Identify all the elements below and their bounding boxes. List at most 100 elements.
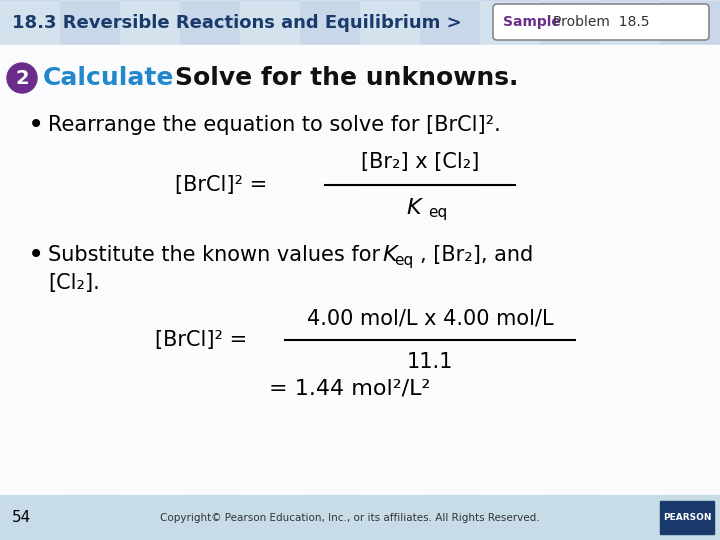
Bar xyxy=(240,360,300,405)
Text: PEARSON: PEARSON xyxy=(662,514,711,523)
Bar xyxy=(0,360,60,405)
Text: Calculate: Calculate xyxy=(43,66,174,90)
Bar xyxy=(540,495,600,540)
Bar xyxy=(480,270,540,315)
Bar xyxy=(420,90,480,135)
Bar xyxy=(60,495,120,540)
Bar xyxy=(360,360,420,405)
Bar xyxy=(660,0,720,45)
Bar xyxy=(240,135,300,180)
Bar xyxy=(0,495,720,540)
Bar xyxy=(60,225,120,270)
Bar xyxy=(660,360,720,405)
Text: 54: 54 xyxy=(12,510,31,525)
Text: 4.00 mol/L x 4.00 mol/L: 4.00 mol/L x 4.00 mol/L xyxy=(307,308,553,328)
Bar xyxy=(120,270,180,315)
Bar xyxy=(420,135,480,180)
Bar xyxy=(660,45,720,90)
Text: 2: 2 xyxy=(15,69,29,87)
Bar xyxy=(360,135,420,180)
Bar xyxy=(300,360,360,405)
Bar xyxy=(120,315,180,360)
Bar xyxy=(0,135,60,180)
Bar xyxy=(540,315,600,360)
Bar xyxy=(600,225,660,270)
Text: Substitute the known values for: Substitute the known values for xyxy=(48,245,387,265)
Bar xyxy=(0,0,720,45)
Bar xyxy=(480,45,540,90)
Bar xyxy=(480,315,540,360)
Bar xyxy=(0,270,60,315)
Bar xyxy=(120,225,180,270)
Bar xyxy=(120,45,180,90)
Bar xyxy=(420,450,480,495)
Bar xyxy=(180,180,240,225)
Text: Problem  18.5: Problem 18.5 xyxy=(553,15,649,29)
Bar xyxy=(360,495,420,540)
Bar xyxy=(0,315,60,360)
Text: eq: eq xyxy=(428,205,447,219)
Bar xyxy=(60,45,120,90)
Bar xyxy=(360,180,420,225)
Bar xyxy=(540,0,600,45)
Bar xyxy=(600,90,660,135)
Text: K: K xyxy=(382,245,397,265)
Bar xyxy=(420,180,480,225)
Text: [Cl₂].: [Cl₂]. xyxy=(48,273,100,293)
Bar xyxy=(540,270,600,315)
Text: Rearrange the equation to solve for [BrCl]².: Rearrange the equation to solve for [BrC… xyxy=(48,115,500,135)
Text: Sample: Sample xyxy=(503,15,561,29)
Text: Copyright© Pearson Education, Inc., or its affiliates. All Rights Reserved.: Copyright© Pearson Education, Inc., or i… xyxy=(160,513,540,523)
Bar xyxy=(480,495,540,540)
Bar xyxy=(660,180,720,225)
Bar xyxy=(300,270,360,315)
Bar xyxy=(240,225,300,270)
Bar xyxy=(60,90,120,135)
Bar xyxy=(540,45,600,90)
Circle shape xyxy=(7,63,37,93)
Bar xyxy=(600,135,660,180)
Bar xyxy=(0,45,720,495)
Bar xyxy=(300,90,360,135)
Bar xyxy=(0,405,60,450)
Text: eq: eq xyxy=(394,253,413,267)
Bar xyxy=(660,450,720,495)
Bar xyxy=(540,90,600,135)
Bar xyxy=(360,315,420,360)
Bar xyxy=(660,501,714,534)
Bar xyxy=(300,0,360,45)
Bar xyxy=(180,495,240,540)
Bar xyxy=(240,495,300,540)
Bar xyxy=(0,0,60,45)
Bar xyxy=(480,360,540,405)
Text: [Br₂] x [Cl₂]: [Br₂] x [Cl₂] xyxy=(361,152,480,172)
Bar xyxy=(60,0,120,45)
Bar xyxy=(120,450,180,495)
Bar xyxy=(600,405,660,450)
Bar xyxy=(300,135,360,180)
Bar xyxy=(600,180,660,225)
Bar xyxy=(240,90,300,135)
Bar xyxy=(480,450,540,495)
Bar xyxy=(360,450,420,495)
Bar xyxy=(540,360,600,405)
Bar xyxy=(540,450,600,495)
Bar xyxy=(0,450,60,495)
Bar xyxy=(240,0,300,45)
Bar xyxy=(480,90,540,135)
Bar xyxy=(360,405,420,450)
Bar xyxy=(0,180,60,225)
Bar xyxy=(180,0,240,45)
Bar xyxy=(180,90,240,135)
Bar xyxy=(300,315,360,360)
Bar xyxy=(420,360,480,405)
Bar xyxy=(120,495,180,540)
Text: [BrCl]² =: [BrCl]² = xyxy=(155,330,247,350)
Text: •: • xyxy=(28,111,44,139)
Bar xyxy=(540,135,600,180)
Bar xyxy=(120,90,180,135)
Bar xyxy=(60,180,120,225)
Bar xyxy=(120,360,180,405)
Bar xyxy=(180,405,240,450)
Text: Solve for the unknowns.: Solve for the unknowns. xyxy=(175,66,518,90)
